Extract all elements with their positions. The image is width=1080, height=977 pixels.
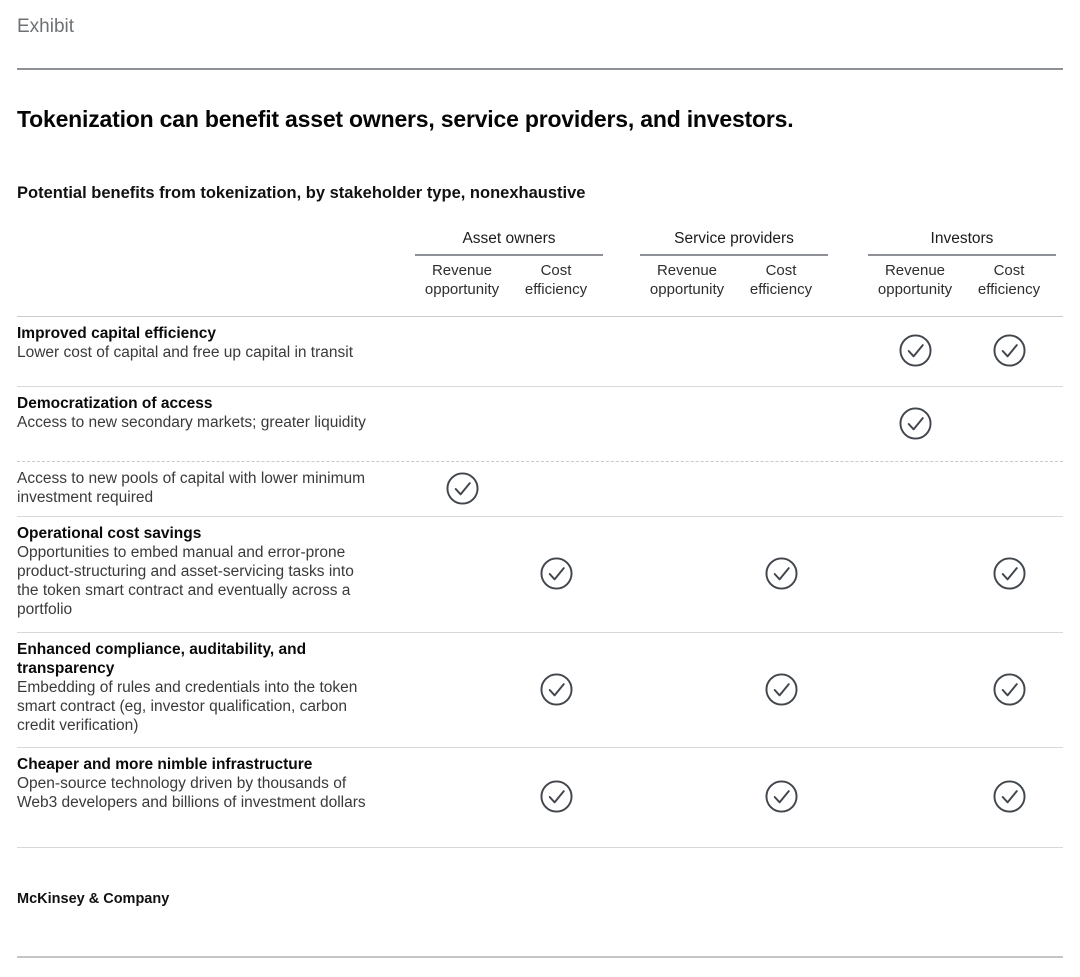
column-revenue-opportunity: Revenue opportunity — [649, 262, 725, 298]
cell-asset-owners-revenue — [415, 471, 509, 505]
table-row: Enhanced compliance, auditability, and t… — [17, 633, 1063, 748]
service-providers-cells — [640, 468, 828, 508]
cell-asset-owners-cost — [509, 672, 603, 706]
column-group-service-providers: Service providers Revenue opportunity Co… — [640, 229, 828, 299]
group-label: Asset owners — [415, 229, 603, 256]
check-circle-icon — [445, 471, 479, 505]
page-title: Tokenization can benefit asset owners, s… — [17, 106, 794, 132]
check-circle-icon — [992, 334, 1026, 367]
asset-owners-cells — [415, 639, 603, 739]
page-subtitle: Potential benefits from tokenization, by… — [17, 184, 586, 202]
row-description: Access to new secondary markets; greater… — [17, 414, 366, 431]
service-providers-cells — [640, 393, 828, 453]
investors-cells — [868, 754, 1056, 839]
check-circle-icon — [764, 672, 798, 706]
row-title: Operational cost savings — [17, 525, 202, 542]
source-attribution: McKinsey & Company — [17, 891, 170, 907]
bottom-divider — [17, 956, 1063, 958]
sub-labels: Revenue opportunity Cost efficiency — [640, 261, 828, 299]
column-cost-efficiency: Cost efficiency — [749, 262, 813, 298]
row-label: Operational cost savings Opportunities t… — [17, 523, 377, 619]
asset-owners-cells — [415, 468, 603, 508]
row-description: Lower cost of capital and free up capita… — [17, 344, 354, 361]
exhibit-label: Exhibit — [17, 16, 75, 37]
table-row: Democratization of access Access to new … — [17, 387, 1063, 462]
table-header: Asset owners Revenue opportunity Cost ef… — [17, 229, 1063, 317]
cell-investors-cost — [962, 557, 1056, 590]
cell-investors-cost — [962, 780, 1056, 813]
table-row: Improved capital efficiency Lower cost o… — [17, 317, 1063, 387]
table-row: Operational cost savings Opportunities t… — [17, 517, 1063, 633]
cell-service-providers-cost — [734, 557, 828, 590]
row-title: Improved capital efficiency — [17, 325, 216, 342]
check-circle-icon — [539, 780, 573, 813]
column-revenue-opportunity: Revenue opportunity — [877, 262, 953, 298]
investors-cells — [868, 393, 1056, 453]
sub-labels: Revenue opportunity Cost efficiency — [868, 261, 1056, 299]
column-cost-efficiency: Cost efficiency — [977, 262, 1041, 298]
column-group-asset-owners: Asset owners Revenue opportunity Cost ef… — [415, 229, 603, 299]
cell-investors-cost — [962, 672, 1056, 706]
investors-cells — [868, 523, 1056, 624]
group-label: Investors — [868, 229, 1056, 256]
investors-cells — [868, 468, 1056, 508]
asset-owners-cells — [415, 523, 603, 624]
row-label: Improved capital efficiency Lower cost o… — [17, 323, 377, 362]
row-description: Access to new pools of capital with lowe… — [17, 470, 366, 506]
service-providers-cells — [640, 523, 828, 624]
service-providers-cells — [640, 323, 828, 378]
investors-cells — [868, 323, 1056, 378]
row-description: Opportunities to embed manual and error-… — [17, 544, 354, 618]
asset-owners-cells — [415, 323, 603, 378]
row-title: Democratization of access — [17, 395, 213, 412]
asset-owners-cells — [415, 754, 603, 839]
cell-investors-revenue — [868, 334, 962, 367]
check-circle-icon — [992, 780, 1026, 813]
check-circle-icon — [539, 557, 573, 590]
cell-service-providers-cost — [734, 672, 828, 706]
column-group-investors: Investors Revenue opportunity Cost effic… — [868, 229, 1056, 299]
table-row: Cheaper and more nimble infrastructure O… — [17, 748, 1063, 848]
table-row: Access to new pools of capital with lowe… — [17, 462, 1063, 517]
check-circle-icon — [898, 334, 932, 367]
check-circle-icon — [992, 672, 1026, 706]
cell-asset-owners-cost — [509, 557, 603, 590]
check-circle-icon — [992, 557, 1026, 590]
sub-labels: Revenue opportunity Cost efficiency — [415, 261, 603, 299]
row-label: Access to new pools of capital with lowe… — [17, 468, 377, 507]
row-label: Democratization of access Access to new … — [17, 393, 377, 432]
column-cost-efficiency: Cost efficiency — [524, 262, 588, 298]
row-title: Enhanced compliance, auditability, and t… — [17, 641, 307, 677]
group-label: Service providers — [640, 229, 828, 256]
row-description: Open-source technology driven by thousan… — [17, 775, 366, 811]
row-description: Embedding of rules and credentials into … — [17, 679, 358, 734]
check-circle-icon — [898, 406, 932, 440]
row-title: Cheaper and more nimble infrastructure — [17, 756, 313, 773]
row-label: Cheaper and more nimble infrastructure O… — [17, 754, 377, 812]
check-circle-icon — [764, 557, 798, 590]
column-revenue-opportunity: Revenue opportunity — [424, 262, 500, 298]
service-providers-cells — [640, 754, 828, 839]
check-circle-icon — [764, 780, 798, 813]
cell-investors-cost — [962, 334, 1056, 367]
service-providers-cells — [640, 639, 828, 739]
cell-asset-owners-cost — [509, 780, 603, 813]
top-divider — [17, 68, 1063, 70]
table-body: Improved capital efficiency Lower cost o… — [17, 317, 1063, 848]
cell-service-providers-cost — [734, 780, 828, 813]
benefits-table: Asset owners Revenue opportunity Cost ef… — [17, 229, 1063, 848]
row-label: Enhanced compliance, auditability, and t… — [17, 639, 377, 735]
investors-cells — [868, 639, 1056, 739]
cell-investors-revenue — [868, 406, 962, 440]
asset-owners-cells — [415, 393, 603, 453]
check-circle-icon — [539, 672, 573, 706]
